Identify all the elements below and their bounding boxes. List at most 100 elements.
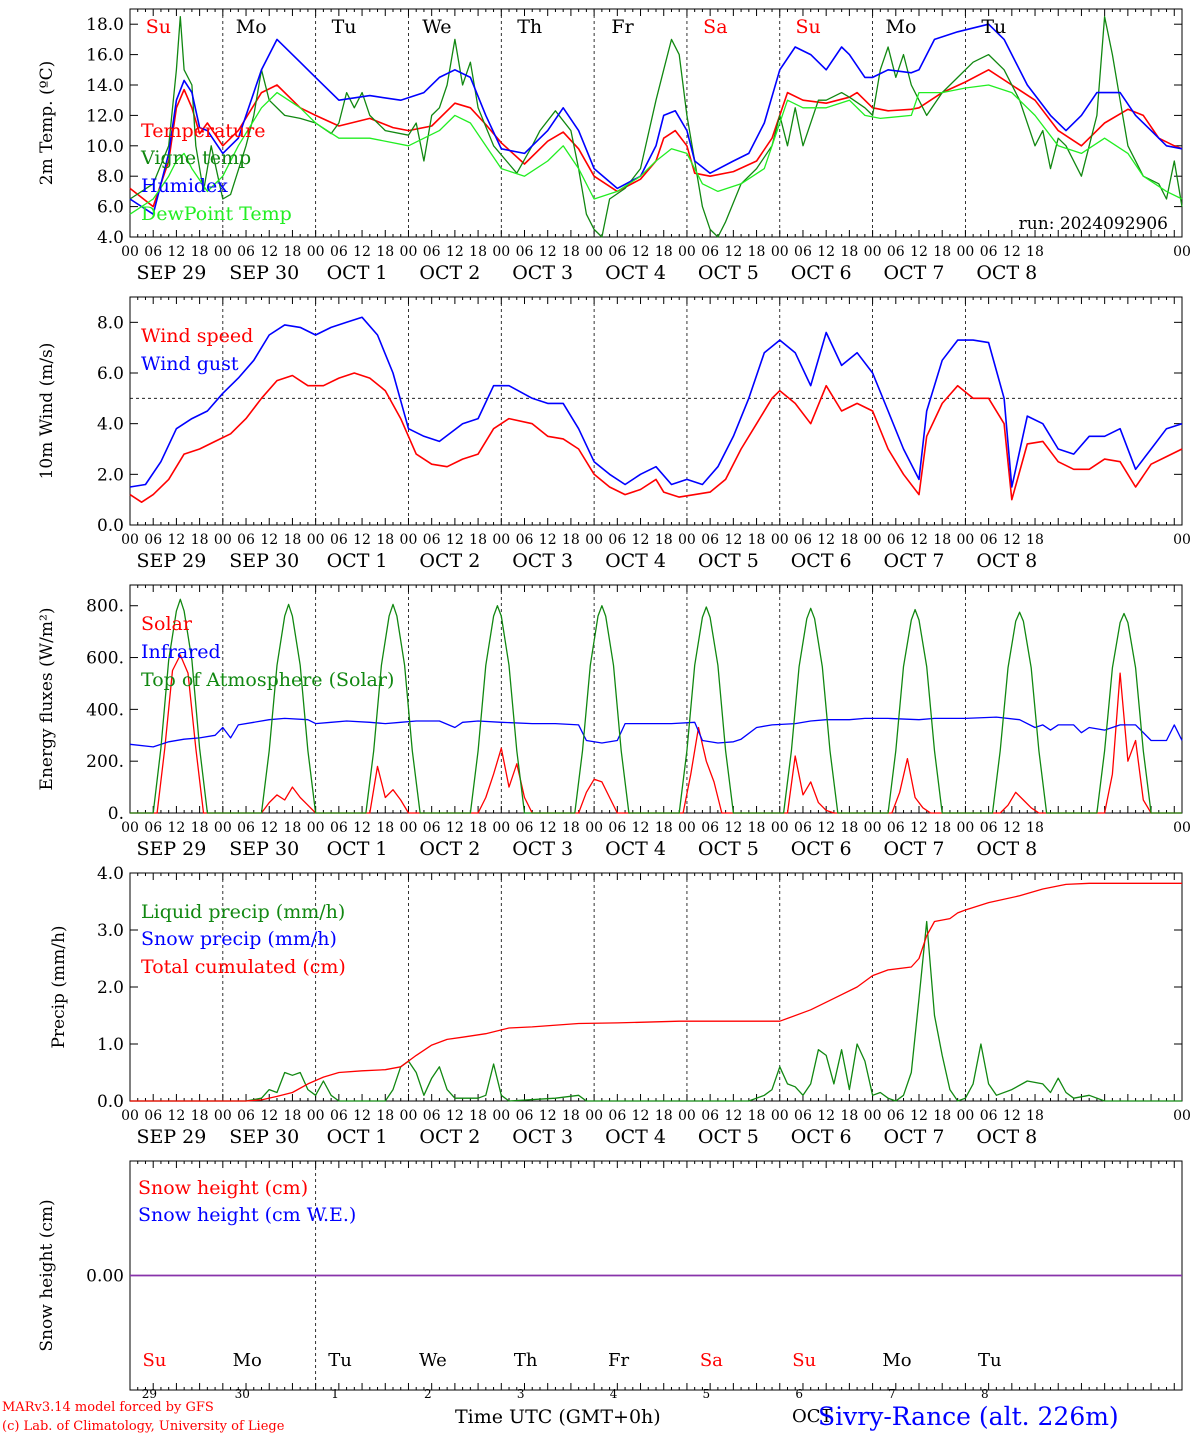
panel-frame-wind xyxy=(129,296,1183,526)
series-line-solar xyxy=(130,654,1182,814)
y-tick-label: 4.0 xyxy=(97,864,124,884)
hour-label: 18 xyxy=(933,532,951,548)
hour-label: 18 xyxy=(469,1108,487,1124)
date-label: OCT 8 xyxy=(976,838,1037,860)
day-number: 7 xyxy=(888,1387,896,1401)
hour-label: 12 xyxy=(817,820,835,836)
hour-label: 12 xyxy=(353,244,371,260)
y-tick-label: 2.0 xyxy=(97,978,124,998)
series-line-infrared xyxy=(129,716,1183,748)
hour-label: 12 xyxy=(724,820,742,836)
date-label: OCT 8 xyxy=(976,550,1037,572)
hour-label: 06 xyxy=(608,244,626,260)
legend-entry-solar: Solar xyxy=(141,613,193,635)
date-label: SEP 29 xyxy=(136,262,206,284)
hour-label: 06 xyxy=(980,820,998,836)
date-label: OCT 2 xyxy=(419,550,480,572)
hour-label: 12 xyxy=(353,1108,371,1124)
hour-label: 12 xyxy=(260,244,278,260)
hour-label: 06 xyxy=(144,532,162,548)
hour-label: 06 xyxy=(980,1108,998,1124)
hour-label: 06 xyxy=(423,1108,441,1124)
date-label: OCT 5 xyxy=(698,262,759,284)
hour-label: 00 xyxy=(771,532,789,548)
hour-label: 12 xyxy=(724,244,742,260)
hour-label: 12 xyxy=(724,1108,742,1124)
weekday-label-top: Tu xyxy=(332,16,357,38)
hour-label: 06 xyxy=(330,244,348,260)
date-label: OCT 1 xyxy=(327,262,388,284)
legend-entry-humidex: Humidex xyxy=(141,175,228,197)
hour-label: 00 xyxy=(771,244,789,260)
hour-label: 00 xyxy=(121,244,139,260)
hour-label: 12 xyxy=(539,532,557,548)
day-number: 29 xyxy=(142,1387,157,1401)
hour-label: 12 xyxy=(446,820,464,836)
weekday-label-top: Mo xyxy=(236,16,267,38)
date-label: OCT 3 xyxy=(512,262,573,284)
legend-entry-wind-gust: Wind gust xyxy=(141,353,239,375)
hour-label: 00 xyxy=(1173,532,1191,548)
y-tick-label: 18.0 xyxy=(86,15,124,35)
hour-label: 00 xyxy=(864,244,882,260)
hour-label: 00 xyxy=(585,244,603,260)
date-label: OCT 7 xyxy=(884,1126,945,1148)
date-label: SEP 30 xyxy=(229,550,299,572)
date-label: OCT 5 xyxy=(698,1126,759,1148)
hour-label: 12 xyxy=(353,820,371,836)
hour-label: 06 xyxy=(608,532,626,548)
series-line-wind-gust xyxy=(129,316,1183,488)
hour-label: 00 xyxy=(678,532,696,548)
weekday-label-bottom: Su xyxy=(142,1350,166,1371)
date-label: OCT 7 xyxy=(884,838,945,860)
credit-line-2: (c) Lab. of Climatology, University of L… xyxy=(2,1419,285,1434)
date-label: OCT 4 xyxy=(605,1126,666,1148)
y-axis-label-temperature: 2m Temp. (ºC) xyxy=(37,61,57,186)
date-label: OCT 6 xyxy=(791,838,852,860)
hour-label: 06 xyxy=(701,244,719,260)
day-number: 4 xyxy=(610,1387,618,1401)
hour-label: 18 xyxy=(284,244,302,260)
weekday-label-bottom: Th xyxy=(514,1350,538,1371)
hour-label: 18 xyxy=(562,1108,580,1124)
credit-line-1: MARv3.14 model forced by GFS xyxy=(2,1400,214,1415)
y-tick-label: 8.0 xyxy=(97,313,124,333)
hour-label: 06 xyxy=(608,820,626,836)
date-label: OCT 8 xyxy=(976,262,1037,284)
weekday-label-bottom: Mo xyxy=(882,1350,911,1371)
hour-label: 06 xyxy=(423,244,441,260)
y-tick-label: 14.0 xyxy=(86,76,124,96)
panel-frame-energy xyxy=(129,584,1183,814)
y-tick-label: 6.0 xyxy=(97,364,124,384)
hour-label: 00 xyxy=(1173,1108,1191,1124)
date-label: OCT 4 xyxy=(605,262,666,284)
hour-label: 18 xyxy=(191,532,209,548)
time-axis-label: Time UTC (GMT+0h) xyxy=(455,1406,661,1428)
weekday-label-bottom: Sa xyxy=(700,1350,723,1371)
hour-label: 18 xyxy=(191,820,209,836)
weekday-label-top: Sa xyxy=(703,16,727,38)
hour-label: 18 xyxy=(469,820,487,836)
hour-label: 00 xyxy=(1173,820,1191,836)
series-line-wind-speed xyxy=(129,372,1183,504)
hour-label: 00 xyxy=(956,532,974,548)
hour-label: 06 xyxy=(701,532,719,548)
hour-label: 18 xyxy=(840,1108,858,1124)
hour-label: 00 xyxy=(864,532,882,548)
hour-label: 12 xyxy=(539,1108,557,1124)
hour-label: 12 xyxy=(1003,820,1021,836)
hour-label: 00 xyxy=(307,820,325,836)
hour-label: 12 xyxy=(167,820,185,836)
y-axis-label-energy: Energy fluxes (W/m²) xyxy=(37,608,57,791)
date-label: SEP 29 xyxy=(136,1126,206,1148)
series-line-dewpoint-temp xyxy=(129,84,1183,215)
y-tick-label: 12.0 xyxy=(86,106,124,126)
hour-label: 00 xyxy=(400,532,418,548)
weekday-label-bottom: Su xyxy=(792,1350,816,1371)
hour-label: 06 xyxy=(237,820,255,836)
hour-label: 12 xyxy=(1003,532,1021,548)
legend-entry-snow-height-cm-w-e-: Snow height (cm W.E.) xyxy=(138,1204,356,1226)
y-axis-label-snow: Snow height (cm) xyxy=(37,1199,57,1351)
hour-label: 00 xyxy=(214,1108,232,1124)
date-label: OCT 4 xyxy=(605,550,666,572)
